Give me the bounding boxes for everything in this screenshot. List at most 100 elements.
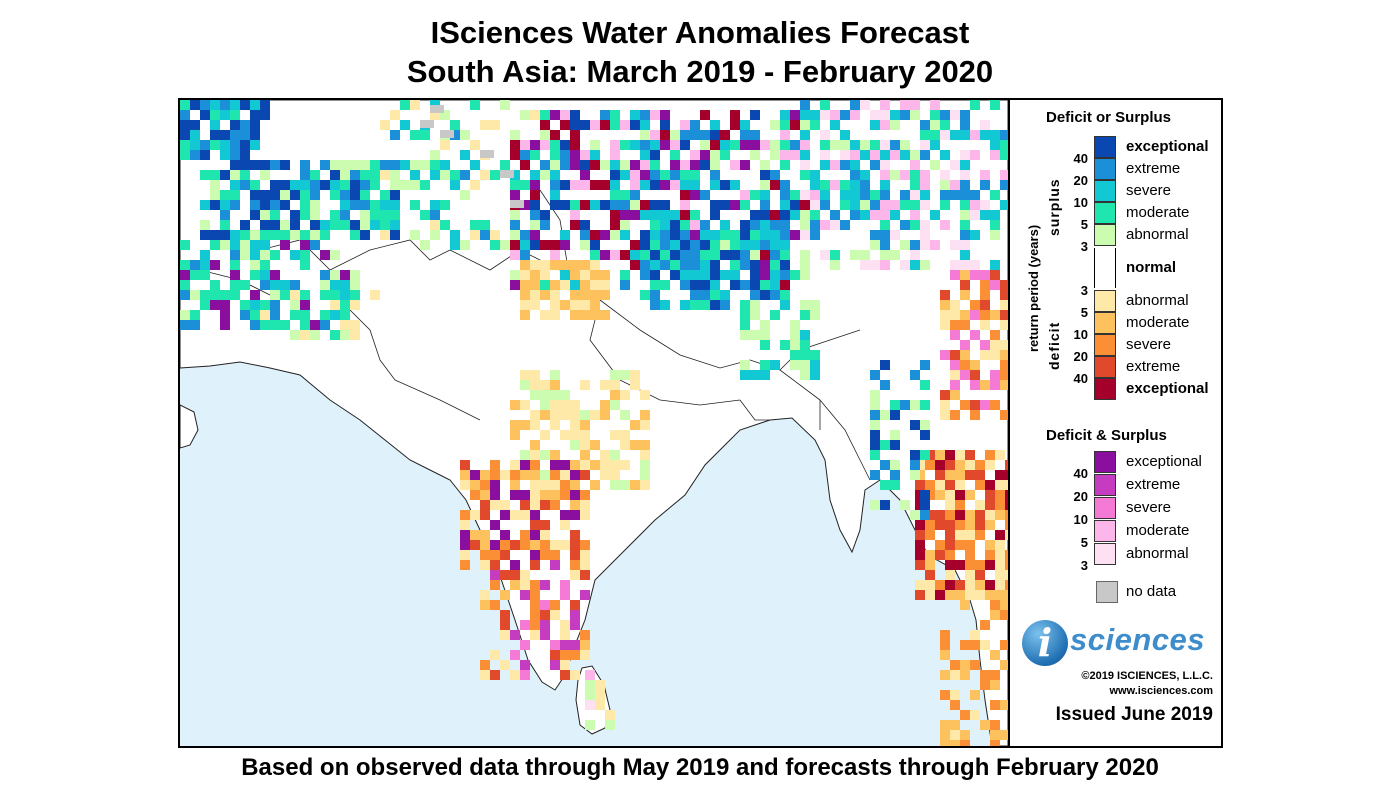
anomaly-cell xyxy=(580,380,590,390)
anomaly-cell xyxy=(550,480,560,490)
anomaly-cell xyxy=(970,380,980,390)
anomaly-cell xyxy=(510,480,520,490)
anomaly-cell xyxy=(630,200,640,210)
anomaly-cell xyxy=(880,110,890,120)
anomaly-cell xyxy=(790,340,800,350)
anomaly-cell xyxy=(610,170,620,180)
anomaly-cell xyxy=(280,320,290,330)
anomaly-cell xyxy=(340,220,350,230)
anomaly-cell xyxy=(960,360,970,370)
anomaly-cell xyxy=(710,280,720,290)
website-link[interactable]: www.isciences.com xyxy=(1109,685,1213,697)
anomaly-cell xyxy=(955,540,965,550)
anomaly-cell xyxy=(250,320,260,330)
anomaly-cell xyxy=(580,590,590,600)
anomaly-cell xyxy=(380,190,390,200)
anomaly-cell xyxy=(540,220,550,230)
anomaly-cell xyxy=(220,300,230,310)
anomaly-cell xyxy=(880,460,890,470)
anomaly-cell xyxy=(750,260,760,270)
anomaly-cell xyxy=(550,370,560,380)
anomaly-cell xyxy=(630,480,640,490)
anomaly-cell xyxy=(730,160,740,170)
anomaly-cell xyxy=(990,280,1000,290)
anomaly-cell xyxy=(900,100,910,110)
anomaly-cell xyxy=(290,300,300,310)
anomaly-cell xyxy=(1000,360,1008,370)
anomaly-cell xyxy=(915,520,925,530)
anomaly-cell xyxy=(740,320,750,330)
anomaly-cell xyxy=(920,170,930,180)
anomaly-cell xyxy=(540,140,550,150)
anomaly-cell xyxy=(740,280,750,290)
surplus-label: surplus xyxy=(1046,178,1062,236)
anomaly-cell xyxy=(570,270,580,280)
anomaly-cell xyxy=(520,160,530,170)
anomaly-cell xyxy=(960,290,970,300)
anomaly-cell xyxy=(585,690,595,700)
anomaly-cell xyxy=(570,670,580,680)
anomaly-cell xyxy=(210,190,220,200)
anomaly-cell xyxy=(770,360,780,370)
anomaly-cell xyxy=(780,230,790,240)
anomaly-cell xyxy=(220,100,230,110)
anomaly-cell xyxy=(530,300,540,310)
anomaly-cell xyxy=(540,410,550,420)
both-moderate-swatch xyxy=(1094,520,1116,542)
map-panel[interactable] xyxy=(178,98,1010,748)
anomaly-cell xyxy=(660,280,670,290)
anomaly-cell xyxy=(780,140,790,150)
anomaly-cell xyxy=(990,260,1000,270)
anomaly-cell xyxy=(800,150,810,160)
anomaly-cell xyxy=(800,340,810,350)
anomaly-cell xyxy=(550,110,560,120)
anomaly-cell xyxy=(870,150,880,160)
anomaly-cell xyxy=(320,180,330,190)
anomaly-cell xyxy=(500,240,510,250)
anomaly-cell xyxy=(950,740,960,746)
anomaly-cell xyxy=(590,140,600,150)
anomaly-cell xyxy=(800,360,810,370)
anomaly-cell xyxy=(935,480,945,490)
anomaly-cell xyxy=(530,420,540,430)
anomaly-cell xyxy=(560,480,570,490)
anomaly-cell xyxy=(280,220,290,230)
anomaly-cell xyxy=(730,140,740,150)
anomaly-cell xyxy=(1005,500,1008,510)
anomaly-cell xyxy=(760,180,770,190)
anomaly-cell xyxy=(640,130,650,140)
anomaly-cell xyxy=(710,240,720,250)
anomaly-cell xyxy=(520,620,530,630)
anomaly-cell xyxy=(985,450,995,460)
anomaly-cell xyxy=(510,560,520,570)
anomaly-cell xyxy=(240,300,250,310)
anomaly-cell xyxy=(945,470,955,480)
anomaly-cell xyxy=(540,530,550,540)
anomaly-cell xyxy=(640,290,650,300)
anomaly-cell xyxy=(480,480,490,490)
anomaly-cell xyxy=(580,310,590,320)
anomaly-cell xyxy=(990,350,1000,360)
anomaly-cell xyxy=(760,230,770,240)
anomaly-cell xyxy=(280,280,290,290)
anomaly-cell xyxy=(250,120,260,130)
anomaly-cell xyxy=(620,200,630,210)
anomaly-cell xyxy=(870,420,880,430)
anomaly-cell xyxy=(350,170,360,180)
anomaly-cell xyxy=(990,100,1000,110)
anomaly-cell xyxy=(670,180,680,190)
anomaly-cell xyxy=(610,120,620,130)
anomaly-cell xyxy=(550,400,560,410)
anomaly-cell xyxy=(480,120,490,130)
anomaly-cell xyxy=(540,520,550,530)
anomaly-cell xyxy=(700,300,710,310)
anomaly-cell xyxy=(820,130,830,140)
anomaly-cell xyxy=(935,580,945,590)
anomaly-cell xyxy=(870,370,880,380)
anomaly-cell xyxy=(650,240,660,250)
anomaly-cell xyxy=(670,220,680,230)
anomaly-cell xyxy=(980,380,990,390)
anomaly-cell xyxy=(840,110,850,120)
anomaly-cell xyxy=(560,490,570,500)
anomaly-cell xyxy=(320,310,330,320)
